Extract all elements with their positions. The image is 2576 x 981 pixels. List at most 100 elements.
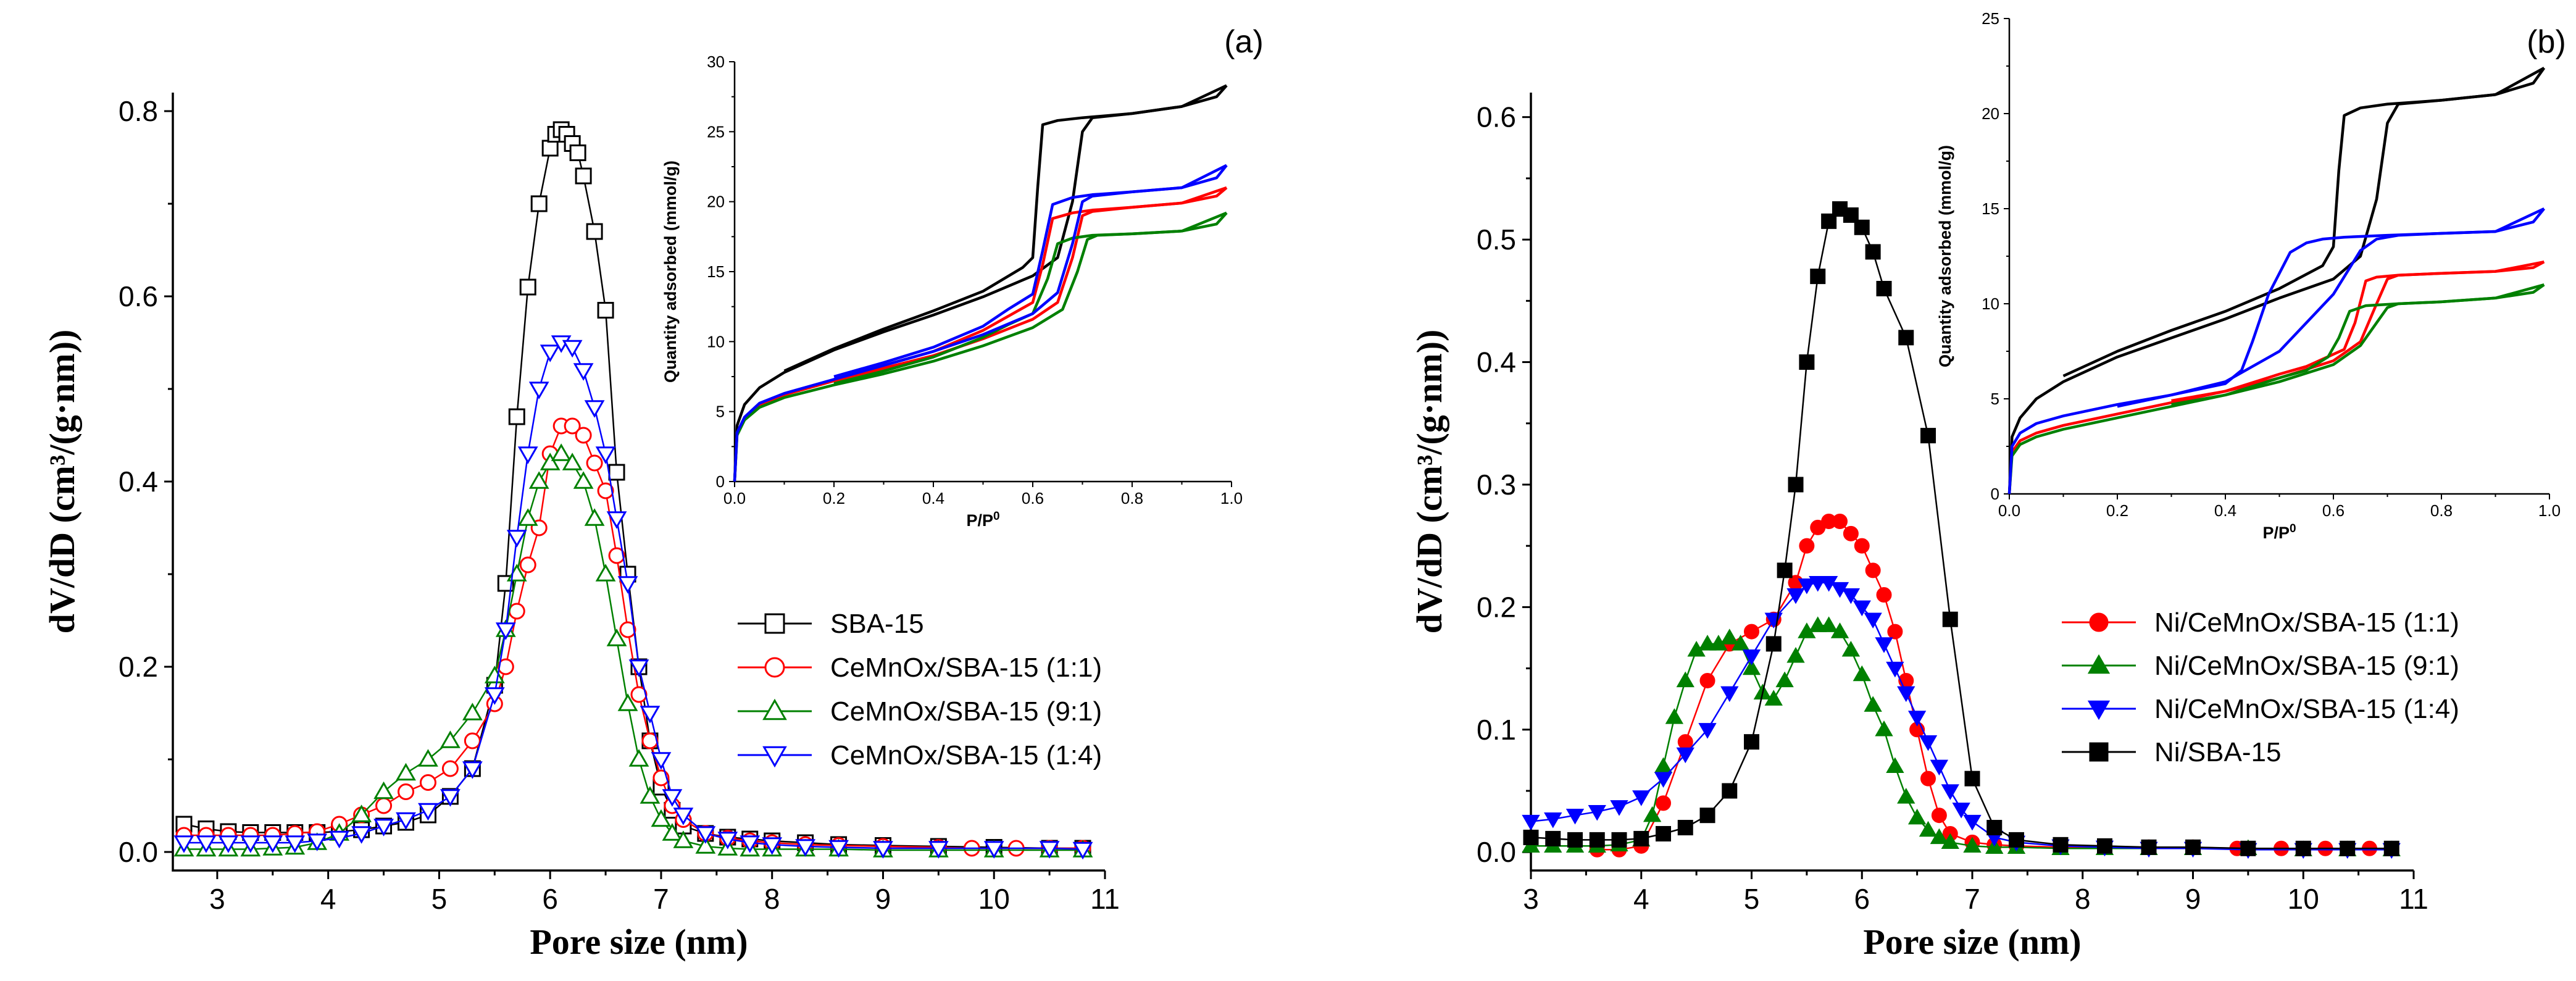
data-point	[584, 400, 605, 418]
data-point	[1897, 686, 1915, 703]
inset-series-3	[733, 164, 1228, 482]
data-point	[569, 144, 586, 161]
data-point	[662, 823, 683, 841]
data-point	[1843, 525, 1859, 541]
data-point	[1941, 833, 1959, 850]
x-tick-label: 3	[1523, 883, 1539, 915]
y-tick-label: 0.6	[119, 280, 158, 312]
data-point	[1963, 814, 1982, 831]
series-3	[1523, 201, 2399, 856]
data-point	[1720, 686, 1739, 703]
data-point	[484, 687, 505, 705]
data-point	[1809, 576, 1827, 592]
data-point	[1676, 671, 1694, 688]
data-point	[662, 789, 683, 807]
data-point	[351, 804, 372, 822]
inset-x-axis-title: P/P0	[966, 510, 999, 530]
data-point	[1567, 832, 1583, 848]
data-point	[2053, 837, 2069, 853]
data-point	[1545, 830, 1561, 846]
data-point	[628, 659, 649, 677]
data-point	[373, 819, 394, 837]
data-point	[717, 832, 738, 850]
x-tick-label: 4	[1633, 883, 1649, 915]
inset-y-tick-label: 25	[1982, 9, 1999, 28]
inset-series-2	[733, 211, 1228, 482]
inset-y-tick-label: 15	[707, 262, 725, 281]
data-point	[640, 706, 661, 724]
data-point	[617, 693, 638, 711]
data-point	[1677, 820, 1693, 836]
legend-marker	[2089, 742, 2109, 762]
data-point	[1799, 354, 1815, 370]
data-point	[1654, 757, 1673, 774]
data-point	[1819, 616, 1838, 632]
inset-y-tick-label: 25	[707, 122, 725, 141]
data-point	[1039, 841, 1060, 859]
data-point	[1898, 330, 1914, 346]
data-point	[1589, 832, 1605, 848]
data-point	[1722, 783, 1738, 799]
data-point	[540, 453, 561, 470]
inset-y-axis-title: Quantity adsorbed (mmol/g)	[1936, 145, 1954, 367]
data-point	[1810, 269, 1826, 285]
data-point	[1698, 723, 1717, 739]
data-point	[528, 471, 549, 489]
data-point	[695, 826, 716, 844]
data-point	[597, 302, 614, 319]
data-point	[628, 749, 649, 767]
chart-panel-a: 3 4 5 6 7 8 9 10 11 0.0 0.2 0.4 0.6 0.8 Pore size (nm)…	[42, 24, 1264, 962]
inset-x-tick-label: 1.0	[1220, 489, 1243, 507]
data-point	[1841, 641, 1861, 657]
x-axis-title: Pore size (nm)	[1863, 922, 2081, 962]
x-tick-label: 8	[764, 883, 780, 915]
data-point	[375, 797, 393, 814]
data-point	[541, 140, 559, 157]
data-point	[462, 703, 483, 720]
data-point	[1731, 635, 1750, 651]
data-point	[595, 564, 616, 582]
isotherm-adsorption	[2007, 207, 2546, 495]
y-tick-label: 0.0	[119, 836, 158, 868]
data-point	[240, 835, 261, 853]
inset-x-tick-label: 0.4	[2214, 501, 2236, 520]
data-point	[1930, 828, 1949, 845]
legend-label: CeMnOx/SBA-15 (1:1)	[830, 653, 1102, 683]
data-point	[1764, 690, 1783, 706]
y-tick-label: 0.6	[1477, 101, 1516, 133]
x-tick-label: 8	[2075, 883, 2091, 915]
data-point	[2340, 840, 2356, 856]
data-point	[1610, 800, 1628, 816]
legend-label: Ni/CeMnOx/SBA-15 (1:1)	[2154, 607, 2459, 638]
data-point	[928, 841, 949, 859]
data-point	[608, 464, 625, 481]
data-point	[418, 803, 438, 821]
data-point	[795, 839, 816, 857]
data-point	[440, 789, 461, 807]
data-point	[1875, 637, 1893, 653]
data-point	[1522, 814, 1540, 831]
data-point	[1907, 711, 1927, 727]
data-point	[173, 835, 194, 853]
data-point	[418, 749, 438, 767]
data-point	[1633, 830, 1649, 846]
y-tick-label: 0.4	[1477, 346, 1516, 378]
data-point	[606, 628, 627, 646]
legend-marker	[764, 613, 785, 634]
data-point	[1665, 708, 1684, 724]
data-point	[586, 454, 603, 472]
data-point	[619, 621, 636, 638]
legend-marker	[762, 698, 787, 720]
data-point	[873, 841, 893, 859]
series-line	[184, 453, 1083, 851]
inset-y-tick-label: 0	[716, 472, 725, 491]
data-point	[1920, 428, 1936, 444]
data-point	[1832, 513, 1848, 529]
data-point	[508, 603, 525, 620]
data-point	[530, 195, 548, 212]
axes-frame	[1530, 93, 2414, 872]
data-point	[558, 126, 575, 143]
y-tick-label: 0.8	[119, 95, 158, 127]
inset-x-tick-label: 0.0	[1998, 501, 2020, 520]
data-point	[1788, 477, 1804, 493]
